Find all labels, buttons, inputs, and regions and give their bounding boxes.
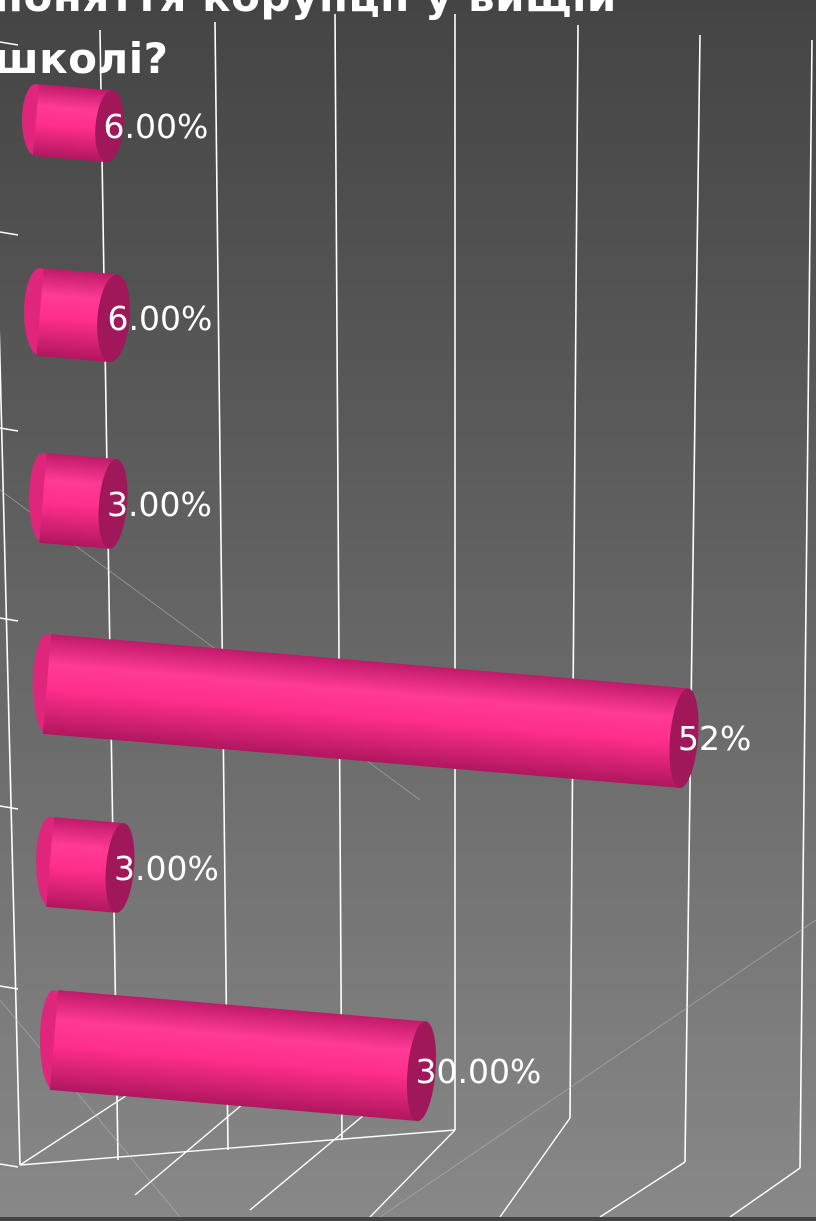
gridlines bbox=[0, 13, 816, 1218]
axis-tick bbox=[0, 231, 19, 236]
gridline bbox=[214, 21, 229, 1151]
gridline bbox=[334, 13, 343, 1141]
floor-line bbox=[19, 1129, 456, 1166]
gridline bbox=[684, 34, 701, 1163]
floor-line bbox=[369, 1129, 456, 1218]
bar-body bbox=[32, 84, 113, 163]
data-label: 3.00% bbox=[114, 849, 219, 888]
axis-tick bbox=[0, 41, 19, 46]
bar bbox=[36, 817, 135, 913]
data-label: 52% bbox=[678, 719, 751, 758]
axis-tick bbox=[0, 985, 19, 990]
axis-tick bbox=[0, 805, 19, 810]
axis-tick bbox=[0, 427, 19, 432]
bar bbox=[24, 268, 130, 363]
perspective-line bbox=[0, 999, 181, 1218]
axis-tick bbox=[0, 1163, 19, 1168]
axis-tick bbox=[0, 617, 19, 622]
bar-body bbox=[36, 268, 118, 363]
gridline bbox=[569, 24, 579, 1119]
bar-front-cap bbox=[669, 688, 699, 788]
data-label: 30.00% bbox=[416, 1052, 542, 1091]
bar bbox=[33, 634, 699, 788]
bar-front-cap bbox=[406, 1021, 437, 1122]
bar-front-cap bbox=[105, 823, 135, 913]
bar-front-cap bbox=[97, 274, 130, 363]
data-label: 6.00% bbox=[108, 299, 213, 338]
bar bbox=[40, 990, 437, 1122]
data-label: 6.00% bbox=[104, 107, 209, 146]
bars bbox=[22, 84, 699, 1122]
gridline bbox=[799, 39, 813, 1169]
floor-line bbox=[599, 1161, 686, 1218]
bar bbox=[29, 453, 128, 549]
bar-front-cap bbox=[95, 90, 124, 163]
bar-body bbox=[46, 817, 124, 913]
floor-line bbox=[134, 1097, 251, 1196]
bar-body bbox=[42, 634, 689, 788]
floor-line bbox=[729, 1167, 801, 1218]
bar bbox=[22, 84, 124, 163]
perspective-line bbox=[379, 919, 816, 1218]
bar-body bbox=[39, 453, 117, 549]
gridline bbox=[0, 329, 21, 1166]
floor-line bbox=[19, 1089, 136, 1166]
data-labels: 6.00% 6.00% 3.00% 52% 3.00% 30.00% bbox=[104, 107, 752, 1091]
chart-title: поняття корупції у вищій школі? bbox=[0, 0, 616, 83]
data-label: 3.00% bbox=[107, 485, 212, 524]
gridline bbox=[99, 29, 119, 1161]
floor-line bbox=[249, 1109, 371, 1211]
bar-front-cap bbox=[98, 459, 128, 549]
floor-line bbox=[499, 1117, 571, 1218]
bar-body bbox=[49, 990, 426, 1122]
